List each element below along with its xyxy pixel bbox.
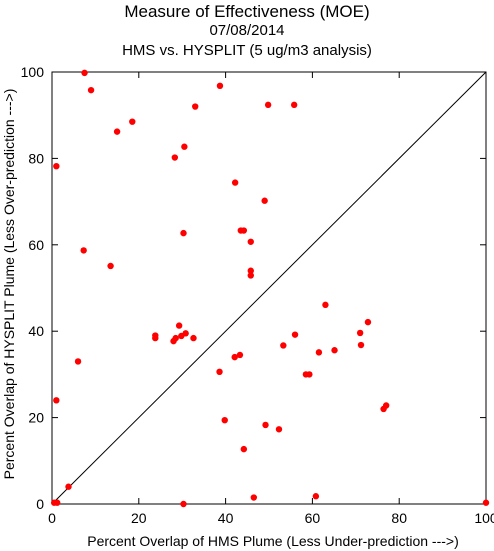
data-point [322,301,329,309]
data-point [80,247,87,254]
data-point [264,101,272,109]
data-point [247,238,254,245]
data-point [113,128,121,135]
x-tick-label: 0 [48,510,56,526]
data-point [357,341,365,349]
data-point [247,267,254,274]
data-point [231,353,238,361]
data-point [181,143,188,150]
data-point [180,500,187,508]
data-point [280,342,287,349]
data-point [65,483,72,490]
data-point [306,371,313,378]
data-point [53,397,60,404]
data-point [107,262,114,270]
data-point [170,337,177,345]
y-axis-label: Percent Overlap of HYSPLIT Plume (Less O… [1,89,17,480]
data-point [129,118,136,125]
x-tick-label: 80 [391,510,407,526]
data-point [231,179,239,186]
x-tick-label: 20 [131,510,147,526]
y-tick-label: 60 [28,237,44,253]
data-point [216,368,223,376]
data-point [236,351,244,359]
x-tick-label: 40 [218,510,234,526]
data-point [74,358,82,365]
data-point [356,329,364,337]
x-tick-label: 100 [474,510,494,526]
data-point [192,103,199,110]
data-point [216,82,224,90]
data-point [152,334,159,342]
plot-frame [51,71,487,505]
data-point [247,272,254,279]
y-tick-label: 80 [28,150,44,166]
x-axis-label: Percent Overlap of HMS Plume (Less Under… [87,533,459,549]
y-tick-label: 0 [36,496,44,512]
data-point [175,322,183,329]
chart-date: 07/08/2014 [209,22,285,39]
data-point [315,349,323,356]
data-point [262,421,269,429]
data-point [87,86,95,94]
data-point [261,197,268,204]
chart-title: Measure of Effectiveness (MOE) [124,2,370,21]
data-point [275,426,283,433]
data-point [291,331,299,338]
data-point [190,334,197,342]
chart-subtitle: HMS vs. HYSPLIT (5 ug/m3 analysis) [122,42,372,59]
data-point [53,162,60,170]
y-tick-label: 40 [28,323,44,339]
data-point [482,499,490,506]
data-point [364,318,372,326]
y-tick-label: 20 [28,410,44,426]
data-point [54,499,61,506]
data-point [221,416,228,424]
data-point [380,405,387,413]
data-point [250,494,258,501]
data-point [171,154,179,161]
data-point [81,69,88,77]
data-point [240,445,248,453]
data-point [180,229,187,237]
data-point [312,493,320,500]
diagonal-reference-line [51,71,487,505]
y-tick-label: 100 [21,64,45,80]
x-tick-label: 60 [305,510,321,526]
data-point [331,347,338,354]
data-point [290,101,298,109]
data-point [240,227,248,234]
data-point [178,332,185,340]
